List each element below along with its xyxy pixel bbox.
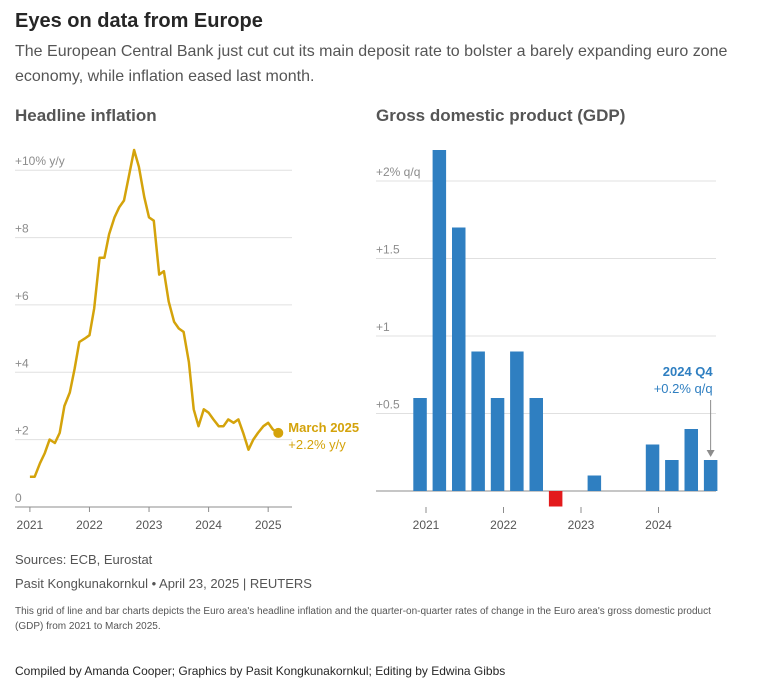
sources-text: Sources: ECB, Eurostat bbox=[15, 552, 153, 567]
gdp-y-tick-label: +1.5 bbox=[376, 243, 400, 257]
inflation-y-tick-label: 0 bbox=[15, 491, 22, 505]
gdp-y-tick-label: +1 bbox=[376, 320, 390, 334]
gdp-bar bbox=[548, 491, 563, 507]
inflation-x-tick-label: 2024 bbox=[195, 518, 222, 532]
gdp-x-tick-label: 2024 bbox=[645, 518, 672, 532]
gdp-x-tick-label: 2023 bbox=[568, 518, 595, 532]
gdp-bar bbox=[703, 460, 718, 491]
gdp-bar bbox=[471, 351, 485, 491]
gdp-bar bbox=[587, 475, 602, 491]
inflation-annotation-value: +2.2% y/y bbox=[288, 437, 346, 452]
inflation-series-line bbox=[29, 148, 279, 478]
inflation-y-tick-label: +10% y/y bbox=[15, 154, 65, 168]
inflation-y-tick-label: +8 bbox=[15, 222, 29, 236]
gdp-annotation-label: 2024 Q4 bbox=[663, 364, 714, 379]
gdp-y-tick-label: +2% q/q bbox=[376, 165, 420, 179]
inflation-line-chart: +10% y/y +8 +6 +4 +2 0 2021 2022 2023 2024 2025 Mar… bbox=[15, 148, 359, 532]
gdp-bar-chart: +2% q/q +1.5 +1 +0.5 2021 2022 2023 2024 2024 Q4… bbox=[376, 150, 718, 532]
page-title: Eyes on data from Europe bbox=[15, 10, 263, 32]
gdp-x-tick-label: 2022 bbox=[490, 518, 517, 532]
inflation-latest-point bbox=[273, 427, 284, 438]
byline-text: Pasit Kongkunakornkul • April 23, 2025 |… bbox=[15, 576, 312, 591]
gdp-chart-title: Gross domestic product (GDP) bbox=[376, 106, 626, 125]
gdp-bar bbox=[413, 398, 427, 491]
inflation-x-tick-label: 2025 bbox=[255, 518, 282, 532]
inflation-x-tick-label: 2022 bbox=[76, 518, 103, 532]
gdp-bar bbox=[684, 429, 698, 491]
inflation-chart-title: Headline inflation bbox=[15, 106, 157, 125]
gdp-annotation-arrowhead bbox=[706, 450, 715, 457]
inflation-annotation-label: March 2025 bbox=[288, 420, 359, 435]
chart-description-note: This grid of line and bar charts depicts… bbox=[15, 606, 711, 632]
inflation-y-tick-label: +2 bbox=[15, 424, 29, 438]
gdp-y-tick-label: +0.5 bbox=[376, 398, 400, 412]
inflation-y-tick-label: +4 bbox=[15, 356, 29, 370]
page-subtitle: The European Central Bank just cut cut i… bbox=[15, 43, 728, 85]
gdp-bar bbox=[529, 398, 543, 491]
inflation-y-tick-label: +6 bbox=[15, 289, 29, 303]
gdp-bar bbox=[510, 351, 524, 491]
gdp-annotation-value: +0.2% q/q bbox=[654, 381, 713, 396]
gdp-x-tick-label: 2021 bbox=[413, 518, 440, 532]
gdp-bar bbox=[665, 460, 679, 491]
inflation-x-tick-label: 2023 bbox=[136, 518, 163, 532]
gdp-bar bbox=[452, 227, 466, 491]
credits-text: Compiled by Amanda Cooper; Graphics by P… bbox=[15, 664, 506, 678]
gdp-bar bbox=[490, 398, 505, 491]
gdp-bar bbox=[432, 150, 447, 491]
gdp-bar bbox=[645, 444, 660, 491]
inflation-x-tick-label: 2021 bbox=[17, 518, 44, 532]
